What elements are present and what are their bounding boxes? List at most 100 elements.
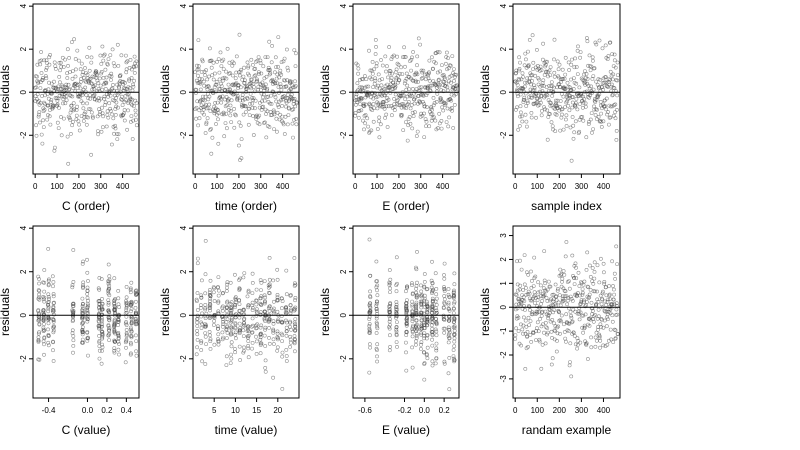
scatter-point [111,83,115,87]
scatter-point [42,352,46,357]
scatter-point [249,57,254,62]
scatter-point [567,108,572,113]
scatter-point [373,78,378,83]
scatter-point [451,67,456,72]
scatter-point [414,312,419,317]
scatter-point [112,64,117,69]
scatter-point [385,82,390,87]
scatter-point [588,117,593,122]
scatter-point [233,326,238,331]
scatter-point [515,105,519,110]
scatter-point [94,98,99,103]
scatter-point [394,99,399,103]
scatter-point [294,101,299,106]
scatter-point [128,290,133,295]
scatter-point [528,319,533,324]
scatter-point [106,57,111,62]
scatter-point [575,346,580,351]
scatter-point [451,306,456,311]
scatter-point [55,120,60,125]
scatter-point [387,268,392,272]
scatter-point [195,81,200,85]
scatter-point [250,291,255,296]
scatter-point [112,329,117,334]
scatter-point [200,77,204,82]
scatter-point [386,104,391,109]
scatter-point [132,78,137,83]
scatter-point [424,299,429,304]
scatter-point [217,87,222,92]
scatter-point [572,275,577,280]
scatter-point [275,72,280,77]
scatter-point [539,68,544,73]
scatter-point [276,85,281,90]
scatter-point [83,85,88,90]
scatter-point [410,319,415,324]
scatter-point [88,96,93,101]
scatter-point [124,284,129,289]
scatter-point [519,267,524,272]
scatter-point [292,320,297,325]
scatter-point [257,72,261,76]
scatter-point [552,70,557,75]
scatter-point [254,287,259,292]
scatter-point [128,314,133,319]
scatter-point [614,244,619,249]
scatter-point [74,113,79,118]
scatter-point [237,120,242,125]
scatter-point [101,76,106,80]
scatter-point [523,51,528,56]
scatter-point [207,301,212,306]
scatter-point [564,339,568,344]
y-tick-label: 0 [499,304,508,309]
scatter-point [592,269,597,274]
scatter-point [375,279,380,284]
scatter-point [598,345,602,350]
scatter-point [128,342,133,347]
scatter-point [525,100,530,105]
scatter-point [129,76,134,80]
scatter-point [410,327,415,332]
scatter-point [395,54,400,59]
scatter-point [431,103,436,108]
scatter-point [80,328,85,333]
scatter-point [609,84,614,89]
scatter-point [606,317,610,322]
scatter-point [552,74,557,79]
x-tick-label: 100 [50,182,64,191]
scatter-point [607,122,611,127]
scatter-point [452,339,457,344]
scatter-point [51,105,56,110]
scatter-point [66,161,71,166]
scatter-point [37,312,41,317]
scatter-point [552,308,557,313]
scatter-point [527,323,532,328]
scatter-point [83,66,87,70]
scatter-point [194,105,199,110]
scatter-point [266,306,271,311]
scatter-point [267,309,272,313]
scatter-point [367,326,372,331]
scatter-point [39,132,44,137]
scatter-point [576,44,580,49]
scatter-point [565,302,570,307]
scatter-point [452,331,457,336]
scatter-point [271,337,276,342]
scatter-point [220,330,225,335]
scatter-point [216,117,220,122]
scatter-point [614,137,619,142]
scatter-point [602,98,607,103]
scatter-point [240,93,245,97]
scatter-point [43,74,48,78]
scatter-point [216,141,221,146]
scatter-point [48,53,53,57]
scatter-point [129,307,134,311]
scatter-point [612,292,617,297]
scatter-point [106,327,111,332]
scatter-point [578,102,582,107]
scatter-point [366,124,371,129]
scatter-point [439,126,444,131]
scatter-point [387,307,392,312]
scatter-point [263,313,268,318]
scatter-point [434,341,439,346]
